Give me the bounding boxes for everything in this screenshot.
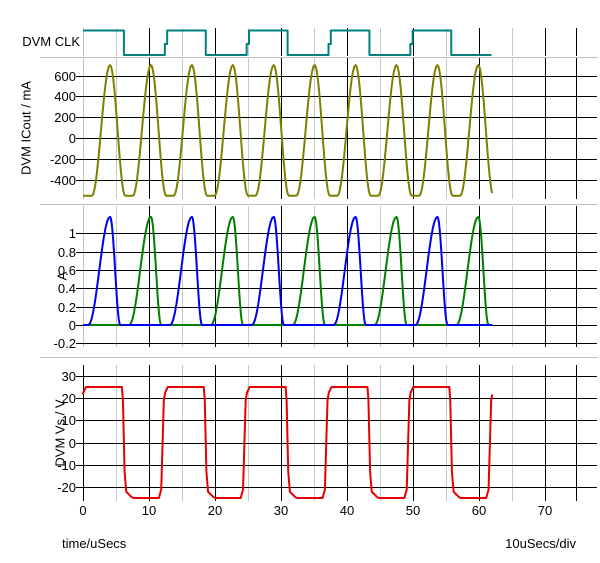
y-tick-label: 30 — [61, 369, 76, 384]
x-tick-label: 40 — [339, 503, 355, 518]
x-tick-label: 60 — [471, 503, 487, 518]
y-tick-label: -200 — [49, 152, 76, 167]
trace-icout-trace[interactable] — [83, 64, 494, 197]
y-tick-label: -400 — [49, 173, 76, 188]
y-tick-label: 0.2 — [57, 300, 76, 315]
x-axis-label: time/uSecs — [62, 536, 127, 551]
y-tick-label: 0.4 — [57, 281, 76, 296]
y-tick-label: 200 — [54, 110, 76, 125]
trace-vs-trace[interactable] — [82, 385, 494, 500]
x-tick-label: 20 — [207, 503, 223, 518]
x-tick-label: 0 — [79, 503, 87, 518]
y-tick-label: 10 — [61, 413, 76, 428]
trace-a-green[interactable] — [83, 215, 493, 326]
y-tick-label: 0 — [68, 318, 76, 333]
y-tick-label: -20 — [57, 480, 76, 495]
plot-clk-label[interactable]: DVM CLK — [22, 34, 80, 49]
y-tick-label: 0.8 — [57, 245, 76, 260]
x-tick-label: 50 — [405, 503, 421, 518]
y-tick-label: 600 — [54, 69, 76, 84]
x-tick-label: 30 — [273, 503, 289, 518]
y-tick-label: 0.6 — [57, 263, 76, 278]
y-tick-label: 20 — [61, 391, 76, 406]
y-tick-label: 0 — [68, 131, 76, 146]
y-tick-label: -10 — [57, 458, 76, 473]
x-tick-label: 70 — [537, 503, 553, 518]
y-tick-label: 400 — [54, 89, 76, 104]
x-tick-label: 10 — [141, 503, 157, 518]
trace-a-blue[interactable] — [83, 215, 493, 326]
x-scale-per-div: 10uSecs/div — [505, 536, 576, 551]
trace-clk-trace[interactable] — [83, 29, 492, 56]
y-tick-label: -0.2 — [53, 336, 76, 351]
plot-vs-ylabel[interactable]: DVM Vs / V — [52, 399, 68, 467]
y-tick-label: 1 — [68, 226, 76, 241]
y-tick-label: 0 — [68, 436, 76, 451]
